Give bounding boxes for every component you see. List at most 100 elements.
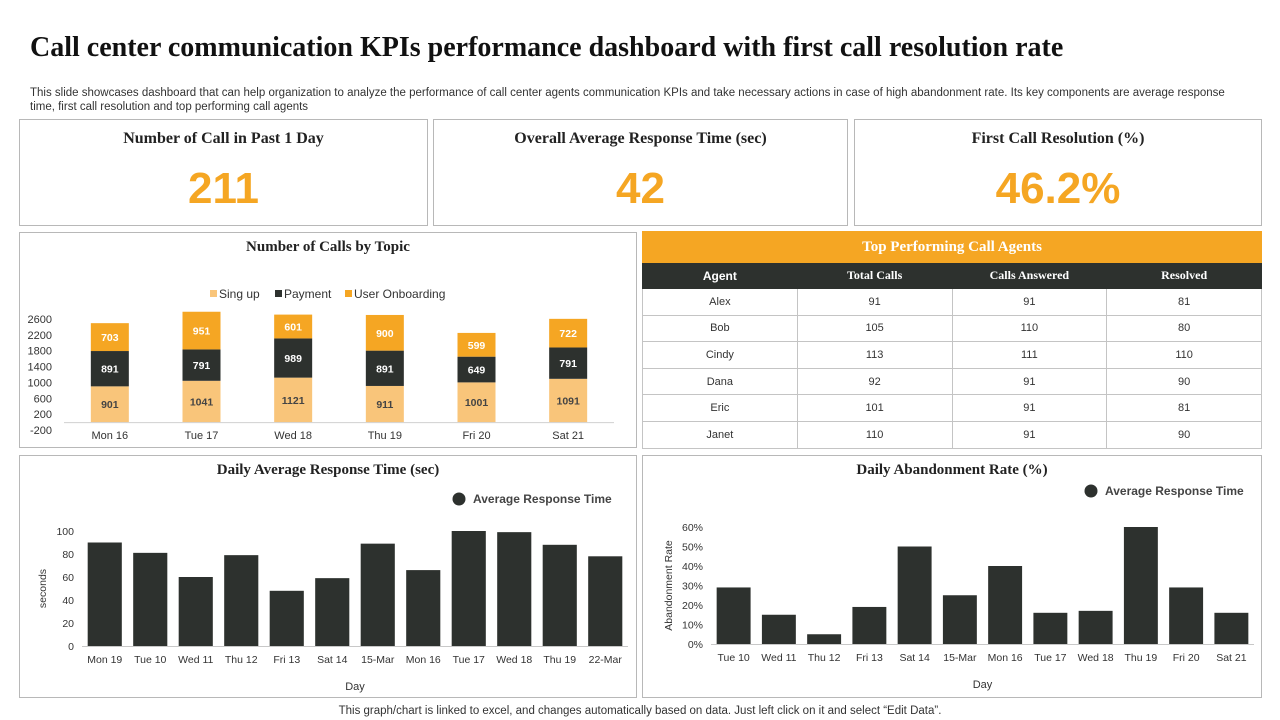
x-tick-label: Wed 18 [496, 654, 532, 666]
x-tick-label: Fri 20 [462, 430, 490, 442]
x-tick-label: Fri 20 [1173, 652, 1200, 664]
bar-segment [90, 323, 129, 352]
kpi-card-response-time: Overall Average Response Time (sec) 42 [433, 119, 848, 226]
kpi-label: Overall Average Response Time (sec) [514, 130, 767, 147]
bar-segment [549, 378, 588, 423]
kpi-label: Number of Call in Past 1 Day [123, 130, 324, 147]
bar-segment [457, 332, 496, 357]
bar-segment [274, 314, 313, 339]
table-row: Cindy 113 111 110 [642, 341, 1262, 369]
x-tick-label: Thu 19 [368, 430, 402, 442]
y-axis-title: seconds [37, 569, 49, 608]
bar [942, 595, 977, 644]
x-tick-label: Mon 16 [988, 652, 1023, 664]
data-label: 791 [559, 358, 577, 370]
bar [588, 556, 623, 646]
kpi-card-calls: Number of Call in Past 1 Day 211 [19, 119, 428, 226]
page-title: Call center communication KPIs performan… [30, 32, 1064, 63]
bar [761, 614, 796, 644]
bar-segment [274, 338, 313, 378]
bar-segment [182, 311, 221, 350]
y-tick-label: 1000 [28, 377, 52, 389]
table-cell: 110 [1106, 341, 1262, 369]
y-tick-label: 20% [682, 600, 703, 612]
kpi-label: First Call Resolution (%) [971, 130, 1145, 147]
y-tick-label: 1400 [28, 362, 52, 374]
x-tick-label: 15-Mar [361, 654, 395, 666]
y-tick-label: 50% [682, 542, 703, 554]
legend-swatch [210, 290, 217, 297]
legend-label: Payment [284, 287, 332, 301]
y-tick-label: 80 [62, 549, 74, 561]
legend-label: Average Response Time [473, 492, 612, 506]
x-tick-label: Wed 18 [274, 430, 312, 442]
bar-segment [365, 314, 404, 351]
table-cell: 90 [1106, 367, 1262, 396]
bar [1033, 612, 1068, 644]
table-cell: 91 [951, 288, 1108, 316]
bar [133, 552, 168, 646]
table-cell: 80 [1106, 314, 1262, 343]
table-cell: 113 [796, 341, 953, 369]
kpi-card-first-call-resolution: First Call Resolution (%) 46.2% [854, 119, 1262, 226]
daily-response-time-panel: Daily Average Response Time (sec) Averag… [19, 455, 637, 698]
y-tick-label: 60% [682, 522, 703, 534]
x-tick-label: Mon 16 [406, 654, 441, 666]
chart-title: Daily Abandonment Rate (%) [856, 462, 1048, 478]
column-header-total-calls: Total Calls [796, 262, 953, 289]
data-label: 911 [376, 399, 393, 411]
bar-segment [182, 349, 221, 381]
table-cell: Cindy [642, 341, 798, 369]
x-tick-label: Wed 11 [178, 654, 213, 666]
legend-label: Average Response Time [1105, 484, 1244, 498]
x-tick-label: Tue 10 [134, 654, 166, 666]
table-cell: 101 [796, 394, 953, 422]
table-cell: 91 [951, 420, 1108, 449]
kpi-value: 46.2% [995, 164, 1121, 213]
table-cell: 110 [951, 314, 1108, 343]
legend-label: Sing up [219, 287, 260, 301]
bar-segment [549, 347, 588, 379]
x-tick-label: Tue 17 [185, 430, 219, 442]
y-tick-label: 1800 [28, 346, 52, 358]
data-label: 649 [468, 365, 486, 377]
y-tick-label: 10% [682, 620, 703, 632]
x-axis-title: Day [345, 681, 365, 693]
table-cell: 111 [951, 341, 1108, 369]
y-tick-label: 0 [68, 641, 74, 653]
x-tick-label: Fri 13 [856, 652, 883, 664]
bar [716, 587, 751, 644]
bar [1123, 527, 1158, 644]
bar [1169, 587, 1204, 644]
x-tick-label: 22-Mar [589, 654, 623, 666]
y-tick-label: 600 [34, 393, 52, 405]
daily-abandonment-rate-panel: Daily Abandonment Rate (%) Average Respo… [642, 455, 1262, 698]
table-cell: 91 [951, 394, 1108, 422]
table-cell: 90 [1106, 420, 1262, 449]
bar [542, 544, 577, 646]
table-cell: 81 [1106, 394, 1262, 422]
y-tick-label: 100 [56, 526, 74, 538]
chart-title: Daily Average Response Time (sec) [216, 462, 440, 478]
data-label: 1091 [556, 395, 580, 407]
bar [360, 543, 395, 646]
daily-response-time-chart: Average Response Time 0 20 40 60 80 100 Mon 19 T… [37, 492, 628, 693]
bar [87, 542, 122, 646]
y-tick-label: 40% [682, 561, 703, 573]
table-title: Top Performing Call Agents [642, 231, 1262, 263]
table-cell: 110 [796, 420, 953, 449]
bar [451, 531, 486, 646]
data-label: 891 [376, 363, 394, 375]
bar [269, 590, 304, 646]
data-label: 703 [101, 332, 119, 344]
legend-label: User Onboarding [354, 287, 445, 301]
table-cell: Bob [642, 314, 798, 343]
y-tick-label: 2600 [28, 314, 52, 326]
x-tick-label: Tue 17 [1034, 652, 1066, 664]
y-tick-label: 2200 [28, 330, 52, 342]
y-tick-label: 40 [62, 595, 74, 607]
kpi-value: 42 [616, 164, 665, 213]
x-tick-label: Sat 21 [552, 430, 584, 442]
x-tick-label: Tue 17 [453, 654, 485, 666]
table-cell: 91 [796, 288, 953, 316]
